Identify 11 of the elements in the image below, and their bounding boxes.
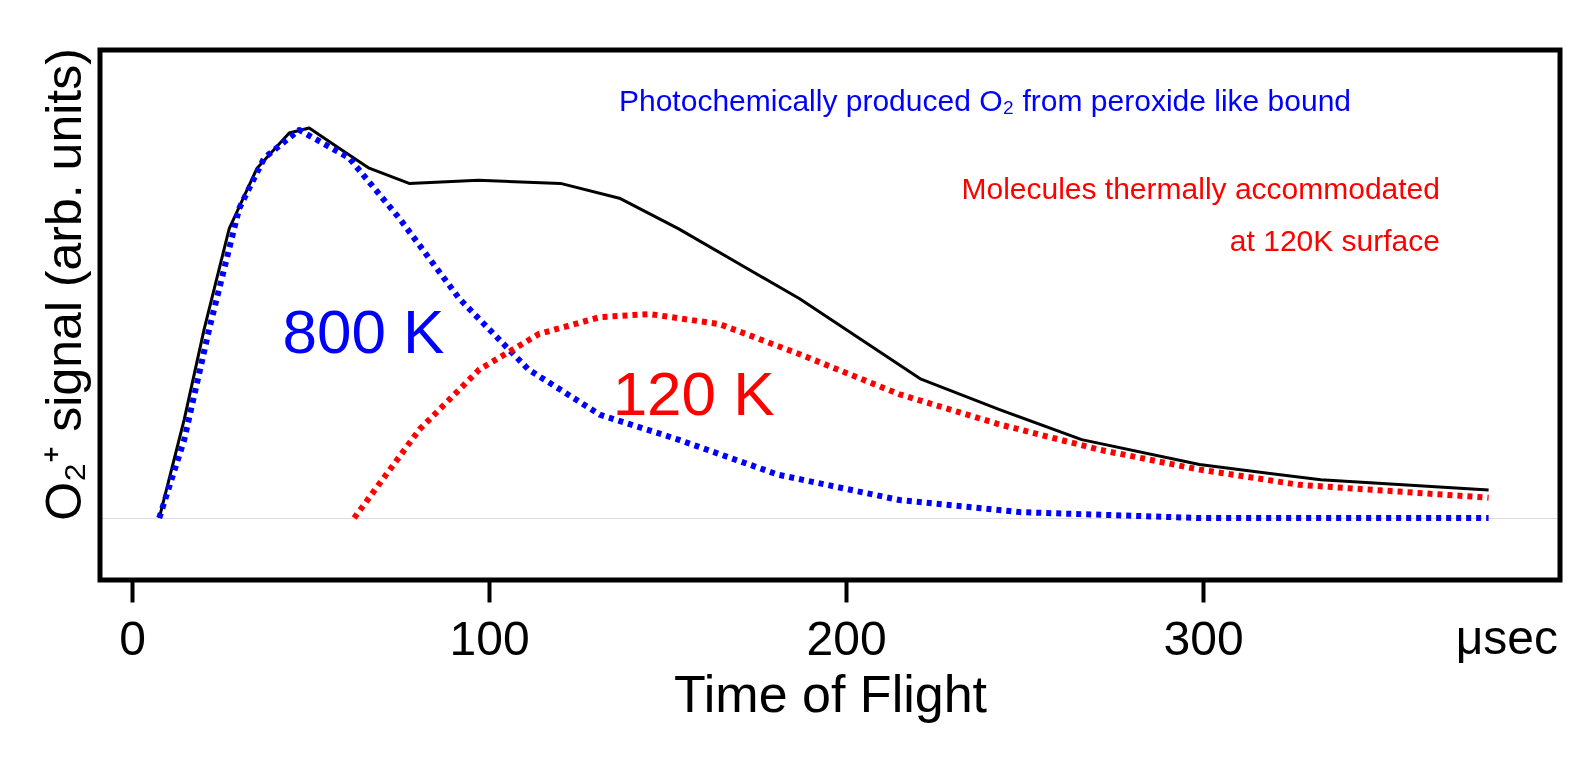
x-tick-label: 300 bbox=[1163, 611, 1244, 665]
annotation: Molecules thermally accommodated at 120K surface bbox=[961, 172, 1440, 257]
x-axis-title: Time of Flight bbox=[673, 664, 988, 723]
y-axis-title: O₂⁺ signal (arb. units) bbox=[35, 48, 92, 521]
x-tick-label: 100 bbox=[449, 611, 530, 665]
text: μsec bbox=[1455, 611, 1558, 664]
series-label: 120 K bbox=[612, 359, 775, 429]
x-tick-label: 200 bbox=[806, 611, 887, 665]
series-label: 800 K bbox=[282, 296, 445, 366]
text: Photochemically produced O₂ from peroxide like bound bbox=[618, 84, 1352, 117]
x-tick-label: 0 bbox=[119, 611, 146, 665]
